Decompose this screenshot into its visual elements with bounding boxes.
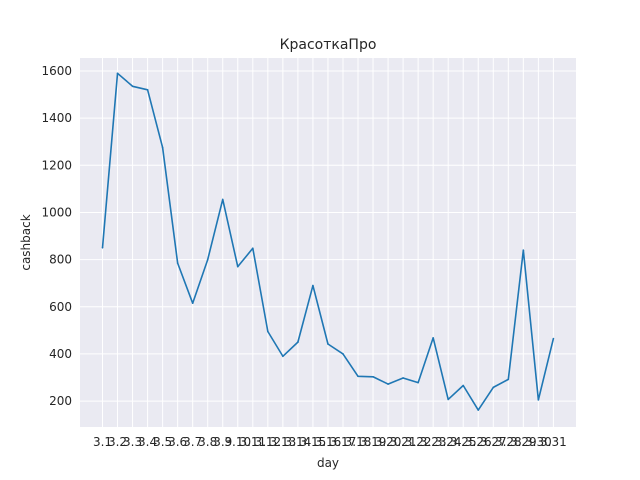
data-point [432,337,434,339]
data-point [372,375,374,378]
x-tick-label: 3.4 [138,435,157,449]
series-line-layer [101,72,555,411]
data-point [537,399,540,401]
x-tick-label: 3.15 [300,435,327,449]
data-point [252,247,254,250]
data-point [161,146,164,149]
x-tick-label: 3.24 [435,435,462,449]
y-tick-label: 800 [49,253,72,267]
x-tick-label: 3.22 [405,435,432,449]
x-tick-label: 3.3 [123,435,142,449]
y-tick-label: 1000 [41,205,72,219]
x-tick-label: 3.12 [254,435,281,449]
x-tick-label: 3.9 [213,435,232,449]
y-tick-label: 600 [49,300,72,314]
x-tick-label: 3.11 [239,435,266,449]
x-axis-label: day [317,456,339,470]
x-tick-label: 3.17 [330,435,357,449]
data-point [402,377,404,379]
x-tick-labels: 3.13.23.33.43.53.63.73.83.93.103.113.123… [93,435,567,449]
grid-lines [80,58,576,427]
y-tick-label: 1600 [41,64,72,78]
data-point [312,284,314,287]
data-point [327,343,329,345]
x-tick-label: 3.28 [495,435,522,449]
data-point [191,302,194,305]
data-point [297,341,299,343]
y-tick-label: 1200 [41,158,72,172]
data-point [282,355,284,358]
x-tick-label: 3.13 [270,435,297,449]
x-tick-label: 3.18 [345,435,372,449]
x-tick-label: 3.30 [525,435,552,449]
data-point [477,409,480,411]
x-tick-label: 3.8 [198,435,217,449]
data-point [267,330,269,333]
data-point [387,383,389,385]
chart-title: КрасоткаПро [280,37,377,53]
x-tick-label: 3.1 [93,435,112,449]
y-tick-labels: 200 400 600 800 1000 1200 1400 1600 [41,64,72,408]
x-tick-label: 3.26 [465,435,492,449]
x-tick-label: 3.21 [390,435,417,449]
data-point [176,262,179,264]
x-tick-label: 3.25 [450,435,477,449]
y-tick-label: 1400 [41,111,72,125]
x-tick-label: 3.14 [285,435,312,449]
data-point [552,337,555,340]
y-tick-label: 200 [49,394,72,408]
data-point [342,353,344,355]
data-point [357,375,359,378]
x-tick-label: 3.5 [153,435,172,449]
data-point [492,386,495,389]
data-point [116,72,119,75]
data-point [236,265,239,268]
x-tick-label: 3.7 [183,435,202,449]
data-point [522,249,525,251]
data-point [417,381,419,384]
x-tick-label: 3.6 [168,435,187,449]
data-point [131,85,134,88]
x-tick-label: 3.16 [315,435,342,449]
x-tick-label: 3.20 [375,435,402,449]
y-axis-label: cashback [19,214,33,270]
x-tick-label: 3.23 [420,435,447,449]
data-point [146,89,149,91]
x-tick-label: 3.19 [360,435,387,449]
x-tick-label: 3.10 [224,435,251,449]
data-point [507,378,510,381]
data-point [206,258,209,261]
data-point [447,398,449,401]
data-point [221,198,224,201]
data-point [462,384,465,387]
x-tick-label: 3.31 [540,435,567,449]
x-tick-label: 3.2 [108,435,127,449]
data-point [101,247,104,249]
x-tick-label: 3.29 [510,435,537,449]
y-tick-label: 400 [49,347,72,361]
x-tick-label: 3.27 [480,435,507,449]
